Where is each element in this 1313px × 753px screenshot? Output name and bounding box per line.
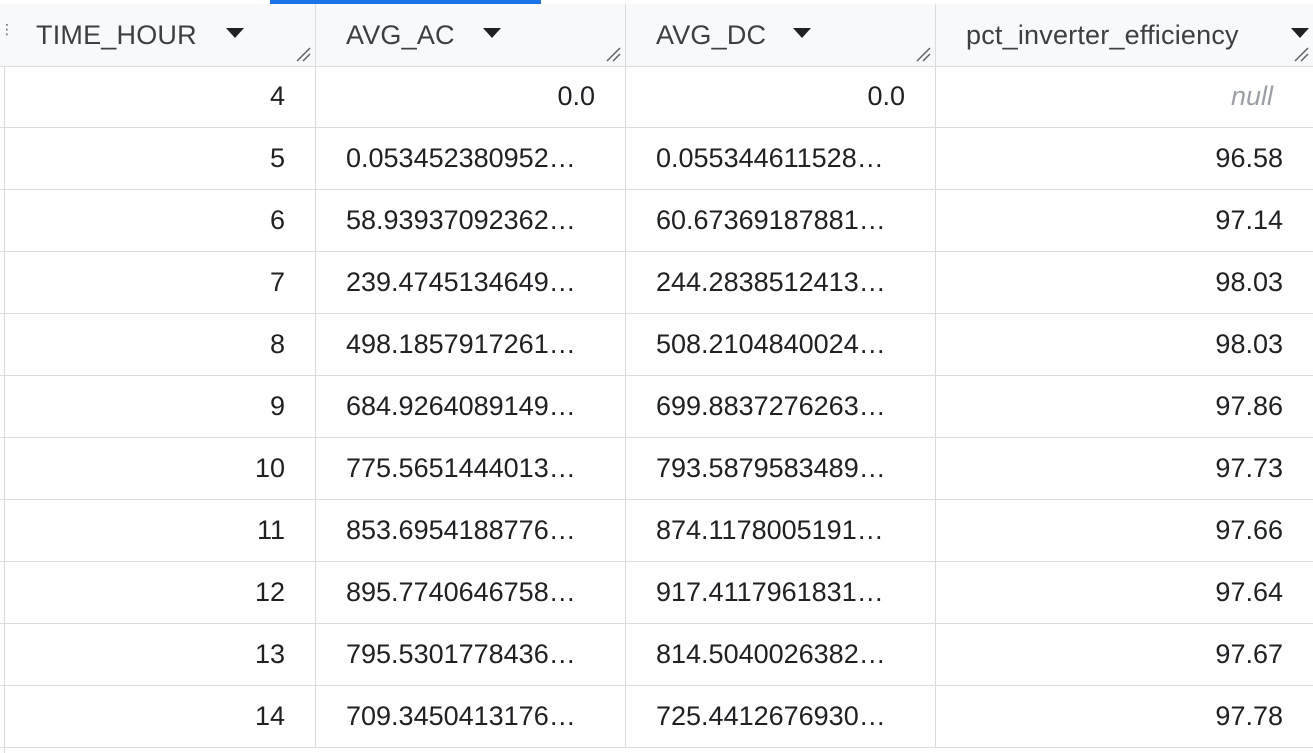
cell-pct-inverter-efficiency[interactable]: 98.03 — [1215, 329, 1283, 359]
cell-time-hour[interactable]: 6 — [4, 190, 316, 251]
column-header-label: pct_inverter_efficiency — [966, 20, 1239, 50]
cell-time-hour[interactable]: 14 — [4, 686, 316, 747]
cell-time-hour[interactable]: 4 — [4, 66, 316, 127]
arrow-drop-down-icon[interactable] — [1291, 28, 1309, 38]
column-header-avg-ac[interactable]: AVG_AC — [315, 4, 626, 66]
cell-time-hour[interactable]: 7 — [4, 252, 316, 313]
cell-pct-inverter-efficiency[interactable]: 96.58 — [1215, 143, 1283, 173]
cell-pct-inverter-efficiency[interactable]: 97.73 — [1215, 453, 1283, 483]
cell-time-hour[interactable]: 11 — [4, 500, 316, 561]
column-resize-icon[interactable] — [1291, 44, 1311, 64]
cell-avg-dc[interactable]: 874.1178005191… — [625, 500, 936, 561]
cell-avg-dc[interactable]: 699.8837276263… — [625, 376, 936, 437]
arrow-drop-down-icon[interactable] — [483, 28, 501, 38]
cell-time-hour[interactable]: 10 — [4, 438, 316, 499]
cell-avg-dc[interactable]: 0.0 — [625, 66, 936, 127]
cell-avg-ac[interactable]: 709.3450413176… — [315, 686, 626, 747]
column-header-time-hour[interactable]: TIME_HOUR — [4, 4, 316, 66]
table-row: 7 239.4745134649… 244.2838512413… 98.03 — [0, 252, 1313, 314]
cell-avg-dc[interactable]: 60.67369187881… — [625, 190, 936, 251]
cell-avg-dc[interactable]: 725.4412676930… — [625, 686, 936, 747]
column-resize-icon[interactable] — [293, 44, 313, 64]
table-row: 9 684.9264089149… 699.8837276263… 97.86 — [0, 376, 1313, 438]
cell-time-hour[interactable]: 13 — [4, 624, 316, 685]
column-header-pct-inverter-efficiency[interactable]: pct_inverter_efficiency — [935, 4, 1313, 66]
cell-avg-dc[interactable]: 917.4117961831… — [625, 562, 936, 623]
table-row: 14 709.3450413176… 725.4412676930… 97.78 — [0, 686, 1313, 748]
table-row: 10 775.5651444013… 793.5879583489… 97.73 — [0, 438, 1313, 500]
cell-pct-inverter-efficiency[interactable]: 97.86 — [1215, 391, 1283, 421]
cell-avg-ac[interactable]: 0.053452380952… — [315, 128, 626, 189]
cell-time-hour[interactable]: 12 — [4, 562, 316, 623]
cell-pct-inverter-efficiency[interactable]: 97.64 — [1215, 577, 1283, 607]
cell-avg-ac[interactable]: 684.9264089149… — [315, 376, 626, 437]
cell-avg-ac[interactable]: 775.5651444013… — [315, 438, 626, 499]
cell-time-hour[interactable]: 5 — [4, 128, 316, 189]
cell-time-hour[interactable]: 9 — [4, 376, 316, 437]
cell-avg-ac[interactable]: 239.4745134649… — [315, 252, 626, 313]
cell-pct-inverter-efficiency[interactable]: 97.67 — [1215, 639, 1283, 669]
table-header-row: ⋮ TIME_HOUR AVG_AC AVG_DC — [0, 4, 1313, 67]
cell-pct-inverter-efficiency[interactable]: 97.78 — [1215, 701, 1283, 731]
arrow-drop-down-icon[interactable] — [793, 28, 811, 38]
cell-pct-inverter-efficiency[interactable]: 98.03 — [1215, 267, 1283, 297]
cell-avg-dc[interactable]: 244.2838512413… — [625, 252, 936, 313]
active-tab-indicator — [270, 0, 541, 4]
table-body: 4 0.0 0.0 null 5 0.053452380952… 0.05534… — [0, 66, 1313, 748]
cell-pct-inverter-efficiency[interactable]: 97.66 — [1215, 515, 1283, 545]
column-header-label: TIME_HOUR — [36, 20, 197, 50]
cell-avg-dc[interactable]: 814.5040026382… — [625, 624, 936, 685]
cell-time-hour[interactable]: 8 — [4, 314, 316, 375]
cell-avg-ac[interactable]: 795.5301778436… — [315, 624, 626, 685]
cell-avg-ac[interactable]: 0.0 — [315, 66, 626, 127]
column-resize-icon[interactable] — [603, 44, 623, 64]
arrow-drop-down-icon[interactable] — [226, 28, 244, 38]
column-resize-icon[interactable] — [913, 44, 933, 64]
table-row: 4 0.0 0.0 null — [0, 66, 1313, 128]
cell-avg-ac[interactable]: 853.6954188776… — [315, 500, 626, 561]
table-row: 8 498.1857917261… 508.2104840024… 98.03 — [0, 314, 1313, 376]
cell-pct-inverter-efficiency[interactable]: 97.14 — [1215, 205, 1283, 235]
table-row: 13 795.5301778436… 814.5040026382… 97.67 — [0, 624, 1313, 686]
cell-avg-dc[interactable]: 793.5879583489… — [625, 438, 936, 499]
cell-avg-ac[interactable]: 58.93937092362… — [315, 190, 626, 251]
table-row: 5 0.053452380952… 0.055344611528… 96.58 — [0, 128, 1313, 190]
cell-pct-inverter-efficiency[interactable]: null — [1230, 81, 1273, 111]
column-header-label: AVG_AC — [346, 20, 455, 50]
table-row: 6 58.93937092362… 60.67369187881… 97.14 — [0, 190, 1313, 252]
cell-avg-dc[interactable]: 0.055344611528… — [625, 128, 936, 189]
cell-avg-dc[interactable]: 508.2104840024… — [625, 314, 936, 375]
table-row: 12 895.7740646758… 917.4117961831… 97.64 — [0, 562, 1313, 624]
cell-avg-ac[interactable]: 895.7740646758… — [315, 562, 626, 623]
cell-avg-ac[interactable]: 498.1857917261… — [315, 314, 626, 375]
table-row: 11 853.6954188776… 874.1178005191… 97.66 — [0, 500, 1313, 562]
grid-left-border — [4, 4, 5, 753]
column-header-label: AVG_DC — [656, 20, 767, 50]
column-header-avg-dc[interactable]: AVG_DC — [625, 4, 936, 66]
